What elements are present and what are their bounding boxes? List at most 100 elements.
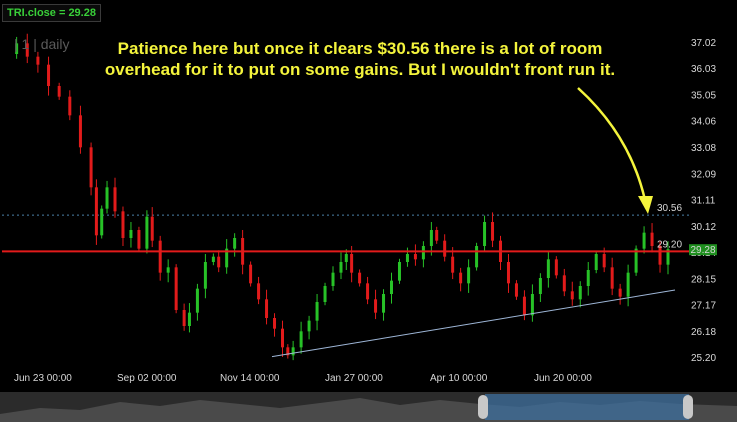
- candle-body: [137, 230, 141, 249]
- candlestick-series: [15, 33, 670, 361]
- navigator-window[interactable]: [485, 394, 689, 420]
- candle-body: [166, 267, 170, 273]
- period-watermark: | 1 | daily: [14, 36, 70, 52]
- candle-body: [158, 240, 162, 273]
- candle-body: [182, 310, 186, 326]
- y-tick-label: 27.17: [691, 300, 716, 311]
- candle-body: [491, 222, 495, 241]
- candle-body: [265, 299, 269, 318]
- price-tags: 29.28 30.56 29.20: [657, 203, 717, 256]
- candle-body: [331, 272, 335, 286]
- candle-body: [211, 256, 215, 262]
- candle-body: [113, 187, 117, 212]
- candle-body: [78, 115, 82, 148]
- candle-body: [25, 43, 29, 57]
- annotation-arrowhead: [638, 196, 653, 214]
- candle-body: [315, 302, 319, 321]
- candle-body: [286, 347, 290, 356]
- y-tick-label: 33.08: [691, 143, 716, 154]
- y-tick-label: 35.05: [691, 90, 716, 101]
- candle-body: [467, 267, 471, 284]
- time-navigator[interactable]: [0, 392, 737, 422]
- candle-body: [15, 43, 19, 54]
- navigator-right-handle[interactable]: [683, 395, 693, 419]
- candle-body: [366, 283, 370, 300]
- candle-body: [610, 267, 614, 289]
- candle-body: [358, 272, 362, 284]
- last-price-tag: [689, 244, 717, 256]
- candle-body: [36, 56, 40, 65]
- candle-body: [350, 254, 354, 273]
- candle-body: [100, 208, 104, 236]
- y-tick-label: 32.09: [691, 169, 716, 180]
- candle-body: [666, 249, 670, 265]
- resistance-level-label: 30.56: [657, 203, 682, 214]
- candle-body: [459, 272, 463, 284]
- candle-body: [150, 216, 154, 241]
- candle-body: [47, 64, 51, 86]
- candle-body: [554, 259, 558, 276]
- candle-body: [626, 272, 630, 297]
- candle-body: [475, 246, 479, 268]
- y-tick-label: 34.06: [691, 117, 716, 128]
- candle-body: [121, 211, 125, 238]
- candle-body: [217, 256, 221, 268]
- candle-body: [634, 248, 638, 273]
- y-tick-label: 31.11: [691, 195, 716, 206]
- candle-body: [506, 262, 510, 284]
- candle-body: [129, 230, 133, 238]
- y-tick-label: 26.18: [691, 327, 716, 338]
- candle-body: [413, 254, 417, 260]
- x-tick-label: Nov 14 00:00: [220, 373, 280, 384]
- candle-body: [514, 283, 518, 297]
- candle-body: [105, 187, 109, 209]
- candle-body: [451, 256, 455, 273]
- x-tick-label: Apr 10 00:00: [430, 373, 488, 384]
- candle-body: [650, 232, 654, 246]
- candle-body: [291, 347, 295, 356]
- x-tick-label: Jun 20 00:00: [534, 373, 592, 384]
- candle-body: [618, 288, 622, 297]
- candle-body: [658, 246, 662, 265]
- x-axis: Jun 23 00:00 Sep 02 00:00 Nov 14 00:00 Jan …: [14, 373, 592, 384]
- ticker-label: TRI.close = 29.28: [2, 4, 101, 22]
- candle-body: [257, 283, 261, 300]
- candle-body: [443, 240, 447, 257]
- support-level-label: 29.20: [657, 239, 682, 250]
- navigator-left-handle[interactable]: [478, 395, 488, 419]
- candle-body: [339, 262, 343, 273]
- candle-body: [249, 264, 253, 284]
- candle-body: [405, 254, 409, 262]
- candle-body: [344, 254, 348, 262]
- y-tick-label: 28.15: [691, 274, 716, 285]
- candle-body: [435, 230, 439, 241]
- candle-body: [203, 262, 207, 289]
- candle-body: [323, 286, 327, 302]
- candle-body: [397, 262, 401, 281]
- candle-body: [578, 286, 582, 300]
- candle-body: [374, 299, 378, 313]
- candle-body: [174, 267, 178, 310]
- candle-body: [57, 86, 61, 97]
- last-price-text: 29.28: [690, 245, 715, 256]
- y-tick-label: 25.20: [691, 353, 716, 364]
- candle-body: [68, 96, 72, 116]
- candle-body: [546, 259, 550, 278]
- annotation-arrow-shaft: [577, 87, 647, 201]
- candle-body: [89, 147, 93, 188]
- candle-body: [233, 238, 237, 249]
- candle-body: [642, 232, 646, 249]
- candle-body: [429, 230, 433, 246]
- candle-body: [382, 294, 386, 313]
- annotation-text: Patience here but once it clears $30.56 …: [104, 39, 616, 79]
- x-tick-label: Jun 23 00:00: [14, 373, 72, 384]
- x-tick-label: Jan 27 00:00: [325, 373, 383, 384]
- y-tick-label: 36.03: [691, 64, 716, 75]
- candle-body: [195, 288, 199, 313]
- candle-body: [280, 328, 284, 348]
- candle-body: [483, 222, 487, 246]
- support-trendline: [271, 289, 676, 358]
- candle-body: [562, 275, 566, 292]
